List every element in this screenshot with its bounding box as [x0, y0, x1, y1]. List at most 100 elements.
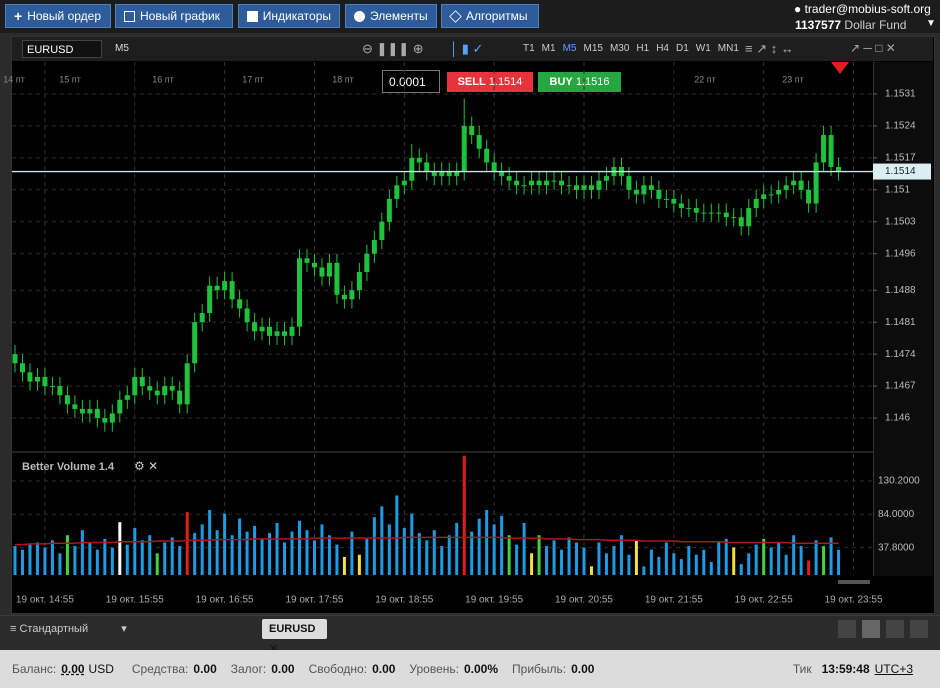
volume-bar	[717, 542, 721, 575]
volume-bar	[275, 522, 279, 575]
date-label: 17 пт	[242, 74, 264, 84]
status-value: 0.00	[61, 662, 85, 676]
indicators-button[interactable]: Индикаторы	[238, 4, 340, 28]
candle-body	[401, 180, 407, 186]
volume-bar	[492, 524, 496, 575]
volume-bar	[432, 530, 436, 575]
candle-body	[783, 185, 789, 190]
volume-bar	[118, 522, 122, 575]
volume-bar	[253, 525, 257, 575]
period-button[interactable]: H4	[656, 43, 669, 54]
window-controls[interactable]: ↗ ─ □ ✕	[850, 41, 896, 55]
volume-bar	[73, 546, 77, 575]
period-button[interactable]: MN1	[717, 43, 739, 54]
layout-buttons[interactable]	[838, 620, 928, 638]
candle-body	[461, 125, 467, 172]
candle-body	[439, 171, 445, 177]
volume-bar	[110, 547, 114, 575]
volume-bar	[95, 549, 99, 575]
account[interactable]: 1137577 Dollar Fund	[795, 18, 906, 32]
candle-body	[229, 281, 235, 300]
volume-bar	[739, 564, 743, 575]
period-button[interactable]: W1	[695, 43, 711, 54]
chart-tab[interactable]: EURUSD ✕	[262, 619, 327, 655]
tab-label: EURUSD	[269, 623, 316, 635]
account-id: 1137577	[795, 18, 842, 32]
algorithms-button[interactable]: Алгоритмы	[441, 4, 539, 28]
button-label: Новый ордер	[27, 9, 101, 23]
period-button[interactable]: T1	[523, 43, 535, 54]
timezone[interactable]: UTC+3	[874, 662, 913, 676]
candle-body	[184, 363, 190, 405]
period-button[interactable]: M15	[583, 43, 603, 54]
volume-bar	[43, 547, 47, 575]
user-email[interactable]: ● trader@mobius-soft.org	[794, 2, 931, 16]
elements-button[interactable]: Элементы	[345, 4, 437, 28]
candle-body	[791, 180, 797, 186]
y-tick-label: 1.1531	[885, 89, 916, 100]
account-dropdown[interactable]: ▼	[926, 18, 936, 29]
scrollbar[interactable]	[838, 580, 870, 584]
period-button[interactable]: M30	[609, 43, 630, 54]
volume-bar	[470, 531, 474, 575]
candle-body	[296, 258, 302, 327]
volume-bar	[58, 553, 62, 575]
candle-body	[79, 408, 85, 414]
volume-bar	[582, 547, 586, 575]
quantity-box[interactable]: 0.0001	[382, 70, 440, 93]
candle-body	[117, 399, 123, 414]
button-label: Индикаторы	[262, 9, 331, 23]
sell-button[interactable]: SELL 1.1514	[447, 72, 533, 92]
chart-tools[interactable]: ≡ ↗ ↕ ↔	[745, 41, 794, 56]
volume-bar	[350, 531, 354, 575]
candle-body	[132, 376, 138, 396]
y-tick-label: 1.151	[885, 184, 910, 195]
candle-body	[821, 135, 827, 163]
period-button[interactable]: M1	[541, 43, 556, 54]
candle-body	[484, 148, 490, 163]
candle-body	[364, 253, 370, 272]
indicator-settings[interactable]: ⚙ ✕	[134, 459, 158, 473]
status-value: 0.00	[372, 662, 396, 676]
volume-bar	[575, 542, 579, 575]
status-label: Уровень:	[409, 662, 459, 676]
candle-body	[454, 171, 460, 177]
candle-body	[319, 267, 325, 277]
chart-type-icons[interactable]: │ ▮ ✓	[450, 41, 484, 56]
symbol-select[interactable]: EURUSD	[22, 40, 102, 58]
volume-bar	[724, 538, 728, 575]
candle-body	[222, 281, 228, 291]
candle-body	[768, 194, 774, 196]
time: 13:59:48	[821, 662, 870, 676]
date-label: 15 пт	[59, 74, 81, 84]
period-button[interactable]: M5	[562, 43, 577, 54]
candle-body	[192, 322, 198, 364]
buy-label: BUY	[549, 76, 573, 88]
volume-bar	[552, 540, 556, 575]
period-button[interactable]: D1	[675, 43, 689, 54]
volume-bar	[477, 518, 481, 575]
new-chart-button[interactable]: Новый график	[115, 4, 233, 28]
volume-bar	[417, 533, 421, 575]
x-tick-label: 19 окт. 21:55	[645, 595, 703, 606]
volume-bar	[208, 509, 212, 575]
volume-bar	[560, 549, 564, 575]
candle-body	[723, 212, 729, 218]
candle-body	[237, 299, 243, 309]
period-button[interactable]: H1	[636, 43, 650, 54]
volume-bar	[28, 544, 32, 575]
candle-body	[596, 180, 602, 190]
candle-body	[708, 212, 714, 214]
new-order-button[interactable]: + Новый ордер	[5, 4, 111, 28]
volume-bar	[784, 554, 788, 575]
volume-bar	[807, 560, 811, 575]
candle-body	[813, 162, 819, 204]
template-select[interactable]: ≡ Стандартный ▾	[10, 623, 127, 635]
candle-body	[311, 262, 317, 268]
candle-body	[326, 262, 332, 277]
status-value: 0.00%	[463, 662, 499, 676]
candle-body	[693, 208, 699, 213]
candle-body	[207, 285, 213, 314]
volume-bar	[387, 524, 391, 575]
zoom-controls[interactable]: ⊖ ❚❚❚ ⊕	[362, 41, 424, 56]
